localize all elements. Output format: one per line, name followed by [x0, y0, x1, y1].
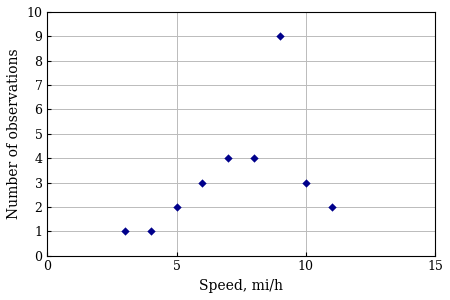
- Point: [199, 180, 206, 185]
- Point: [147, 229, 154, 234]
- Point: [225, 156, 232, 161]
- X-axis label: Speed, mi/h: Speed, mi/h: [199, 279, 283, 293]
- Point: [302, 180, 310, 185]
- Point: [328, 205, 335, 209]
- Point: [251, 156, 258, 161]
- Point: [276, 34, 284, 39]
- Point: [122, 229, 129, 234]
- Y-axis label: Number of observations: Number of observations: [7, 49, 21, 219]
- Point: [173, 205, 180, 209]
